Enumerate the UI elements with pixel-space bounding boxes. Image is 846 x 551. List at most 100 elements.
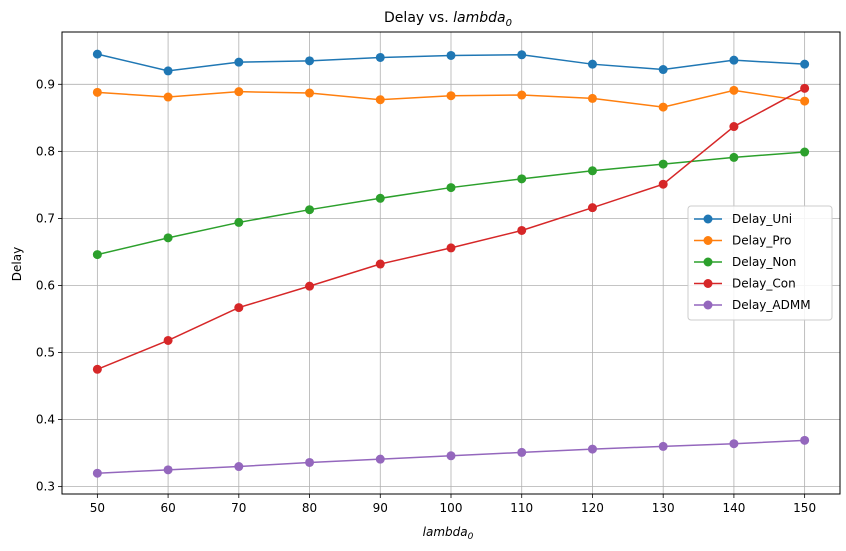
y-tick-label: 0.3 bbox=[36, 480, 55, 494]
data-point bbox=[234, 462, 244, 472]
y-tick-label: 0.9 bbox=[36, 77, 55, 91]
data-point bbox=[800, 435, 810, 445]
legend-label: Delay_Non bbox=[732, 255, 796, 269]
data-point bbox=[587, 444, 597, 454]
data-point bbox=[517, 90, 527, 100]
data-point bbox=[163, 233, 173, 243]
data-point bbox=[375, 259, 385, 269]
data-point bbox=[375, 52, 385, 62]
x-tick-label: 60 bbox=[160, 501, 175, 515]
series-delay-con bbox=[92, 83, 810, 374]
legend-label: Delay_Con bbox=[732, 277, 796, 291]
legend-item: Delay_Pro bbox=[694, 234, 791, 248]
legend-marker bbox=[703, 214, 713, 224]
data-point bbox=[305, 56, 315, 66]
series-layer bbox=[92, 49, 810, 478]
data-point bbox=[234, 303, 244, 313]
series-delay-pro bbox=[92, 85, 810, 112]
x-tick-label: 140 bbox=[722, 501, 745, 515]
x-tick-label: 120 bbox=[581, 501, 604, 515]
series-delay-admm bbox=[92, 435, 810, 478]
data-point bbox=[517, 174, 527, 184]
data-point bbox=[234, 87, 244, 97]
data-point bbox=[305, 205, 315, 215]
x-axis-title-sub: 0 bbox=[468, 532, 474, 542]
data-point bbox=[446, 451, 456, 461]
data-point bbox=[658, 65, 668, 75]
data-point bbox=[163, 66, 173, 76]
x-tick-label: 100 bbox=[440, 501, 463, 515]
data-point bbox=[658, 159, 668, 169]
legend-label: Delay_Pro bbox=[732, 234, 791, 248]
chart-title: Delay vs. lambda0 bbox=[384, 10, 512, 29]
data-point bbox=[375, 95, 385, 105]
data-point bbox=[234, 57, 244, 67]
x-axis-title: lambda0 bbox=[423, 525, 474, 542]
data-point bbox=[92, 87, 102, 97]
data-point bbox=[587, 59, 597, 69]
data-point bbox=[729, 439, 739, 449]
x-tick-label: 150 bbox=[793, 501, 816, 515]
data-point bbox=[517, 447, 527, 457]
legend-label: Delay_Uni bbox=[732, 212, 792, 226]
y-axis-title: Delay bbox=[10, 247, 24, 281]
y-tick-label: 0.7 bbox=[36, 211, 55, 225]
data-point bbox=[517, 225, 527, 235]
data-point bbox=[92, 250, 102, 260]
data-point bbox=[163, 465, 173, 475]
legend-marker bbox=[703, 279, 713, 288]
data-point bbox=[163, 335, 173, 345]
y-tick-label: 0.5 bbox=[36, 346, 55, 360]
data-point bbox=[517, 50, 527, 60]
data-point bbox=[658, 441, 668, 451]
data-point bbox=[658, 102, 668, 112]
data-point bbox=[729, 85, 739, 95]
x-tick-label: 110 bbox=[510, 501, 533, 515]
chart-title-math: lambda bbox=[453, 10, 505, 26]
ticks: 50 60 70 80 90 100 110 120 130 140 150 0.3 0.4 0.5 0.6… bbox=[36, 77, 816, 515]
legend-marker bbox=[703, 257, 713, 267]
data-point bbox=[587, 203, 597, 213]
data-point bbox=[446, 183, 456, 193]
x-tick-label: 50 bbox=[90, 501, 105, 515]
data-point bbox=[446, 243, 456, 253]
legend-box bbox=[687, 205, 833, 321]
data-point bbox=[729, 122, 739, 132]
series-delay-non bbox=[92, 147, 810, 260]
data-point bbox=[729, 55, 739, 65]
legend-marker bbox=[703, 300, 713, 310]
data-point bbox=[587, 166, 597, 176]
y-tick-label: 0.6 bbox=[36, 278, 55, 292]
legend: Delay_Uni Delay_Pro Delay_Non Delay_Con Dela… bbox=[687, 205, 833, 321]
x-tick-label: 70 bbox=[231, 501, 246, 515]
data-point bbox=[163, 92, 173, 102]
legend-item: Delay_Non bbox=[694, 255, 796, 269]
data-point bbox=[658, 179, 668, 189]
legend-item: Delay_ADMM bbox=[694, 298, 811, 312]
data-point bbox=[92, 364, 102, 374]
x-tick-label: 90 bbox=[373, 501, 388, 515]
chart-title-prefix: Delay vs. bbox=[384, 10, 453, 26]
x-axis-title-math: lambda bbox=[423, 525, 468, 539]
data-point bbox=[446, 50, 456, 60]
data-point bbox=[729, 152, 739, 162]
data-point bbox=[234, 217, 244, 227]
legend-label: Delay_ADMM bbox=[732, 298, 811, 312]
data-point bbox=[800, 147, 810, 157]
data-point bbox=[92, 49, 102, 59]
data-point bbox=[800, 83, 810, 93]
data-point bbox=[800, 59, 810, 69]
x-tick-label: 130 bbox=[652, 501, 675, 515]
series-delay-uni bbox=[92, 49, 810, 76]
data-point bbox=[305, 88, 315, 98]
chart-title-sub: 0 bbox=[506, 18, 512, 29]
legend-item: Delay_Con bbox=[694, 277, 796, 291]
y-tick-label: 0.4 bbox=[36, 413, 55, 427]
data-point bbox=[587, 93, 597, 103]
x-tick-label: 80 bbox=[302, 501, 317, 515]
legend-item: Delay_Uni bbox=[694, 212, 792, 226]
legend-marker bbox=[703, 236, 713, 245]
y-tick-label: 0.8 bbox=[36, 144, 55, 158]
data-point bbox=[92, 468, 102, 478]
